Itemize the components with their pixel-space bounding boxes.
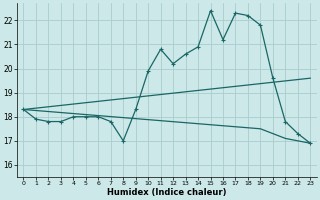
X-axis label: Humidex (Indice chaleur): Humidex (Indice chaleur) [107,188,227,197]
